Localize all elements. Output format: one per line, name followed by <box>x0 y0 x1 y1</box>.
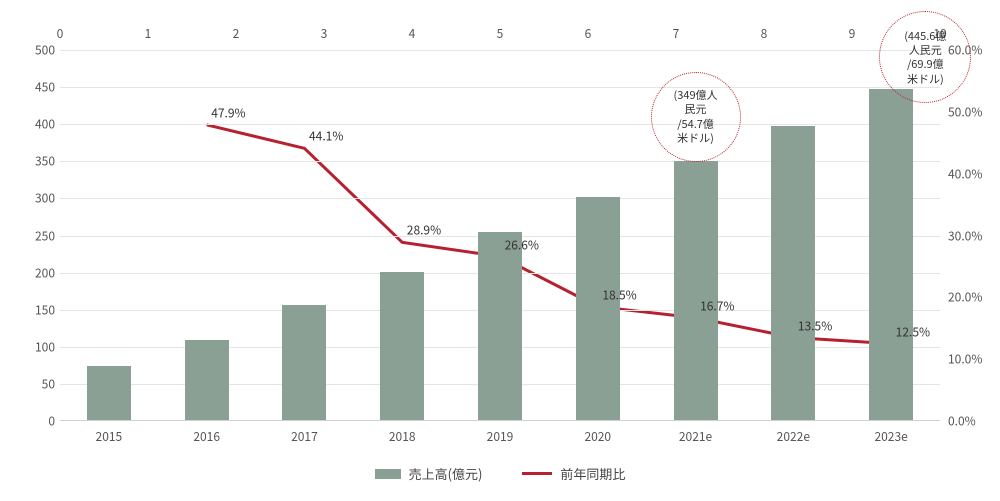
legend-bar-label: 売上高(億元) <box>409 464 483 483</box>
bar <box>674 161 718 420</box>
y-right-tick: 20.0% <box>948 289 982 306</box>
y-left-tick: 200 <box>5 264 55 281</box>
y-right-tick: 0.0% <box>948 413 976 430</box>
legend-item-line: 前年同期比 <box>522 464 625 483</box>
x-tick: 2020 <box>584 428 611 445</box>
plot-area: 0501001502002503003504004505000.0%10.0%2… <box>60 50 940 421</box>
legend-swatch-line <box>522 472 552 475</box>
line-value-label: 28.9% <box>407 222 441 239</box>
y-left-tick: 50 <box>5 375 55 392</box>
bar <box>771 126 815 420</box>
bar <box>478 232 522 420</box>
x-tick: 2015 <box>96 428 123 445</box>
top-axis-tick: 5 <box>497 25 504 42</box>
y-left-tick: 400 <box>5 116 55 133</box>
y-right-tick: 50.0% <box>948 103 982 120</box>
top-axis-tick: 1 <box>145 25 152 42</box>
y-right-tick: 30.0% <box>948 227 982 244</box>
bar <box>869 89 913 420</box>
line-value-label: 13.5% <box>798 317 832 334</box>
legend-item-bar: 売上高(億元) <box>375 464 483 483</box>
x-tick: 2016 <box>193 428 220 445</box>
bar <box>576 197 620 420</box>
top-axis-tick: 7 <box>673 25 680 42</box>
y-left-tick: 150 <box>5 301 55 318</box>
x-tick: 2023e <box>874 428 907 445</box>
legend-swatch-bar <box>375 469 401 479</box>
combo-chart: 0501001502002503003504004505000.0%10.0%2… <box>0 0 1000 501</box>
line-value-label: 18.5% <box>602 286 636 303</box>
bar <box>282 305 326 420</box>
grid-line <box>60 50 940 51</box>
x-tick: 2021e <box>679 428 712 445</box>
line-value-label: 47.9% <box>211 104 245 121</box>
top-axis-tick: 9 <box>849 25 856 42</box>
y-left-tick: 450 <box>5 79 55 96</box>
annotation-callout: (349億人 民元 /54.7億 米ドル) <box>651 72 741 162</box>
line-value-label: 12.5% <box>896 323 930 340</box>
y-left-tick: 500 <box>5 42 55 59</box>
y-left-tick: 0 <box>5 413 55 430</box>
y-right-tick: 40.0% <box>948 165 982 182</box>
top-axis-tick: 6 <box>585 25 592 42</box>
x-tick: 2019 <box>487 428 514 445</box>
top-axis-tick: 8 <box>761 25 768 42</box>
x-tick: 2017 <box>291 428 318 445</box>
bar <box>185 340 229 420</box>
top-axis-tick: 3 <box>321 25 328 42</box>
annotation-callout: (445.6億 人民元 /69.9億 米ドル) <box>879 11 971 103</box>
line-value-label: 16.7% <box>700 297 734 314</box>
top-axis-tick: 4 <box>409 25 416 42</box>
grid-line <box>60 124 940 125</box>
line-value-label: 26.6% <box>505 236 539 253</box>
grid-line <box>60 87 940 88</box>
bar <box>87 366 131 420</box>
y-left-tick: 100 <box>5 338 55 355</box>
y-left-tick: 250 <box>5 227 55 244</box>
x-tick: 2018 <box>389 428 416 445</box>
y-left-tick: 350 <box>5 153 55 170</box>
top-axis-tick: 0 <box>57 25 64 42</box>
legend-line-label: 前年同期比 <box>560 464 625 483</box>
legend: 売上高(億元) 前年同期比 <box>0 464 1000 483</box>
line-value-label: 44.1% <box>309 128 343 145</box>
y-right-tick: 10.0% <box>948 351 982 368</box>
y-left-tick: 300 <box>5 190 55 207</box>
x-tick: 2022e <box>777 428 810 445</box>
bar <box>380 272 424 420</box>
top-axis-tick: 2 <box>233 25 240 42</box>
